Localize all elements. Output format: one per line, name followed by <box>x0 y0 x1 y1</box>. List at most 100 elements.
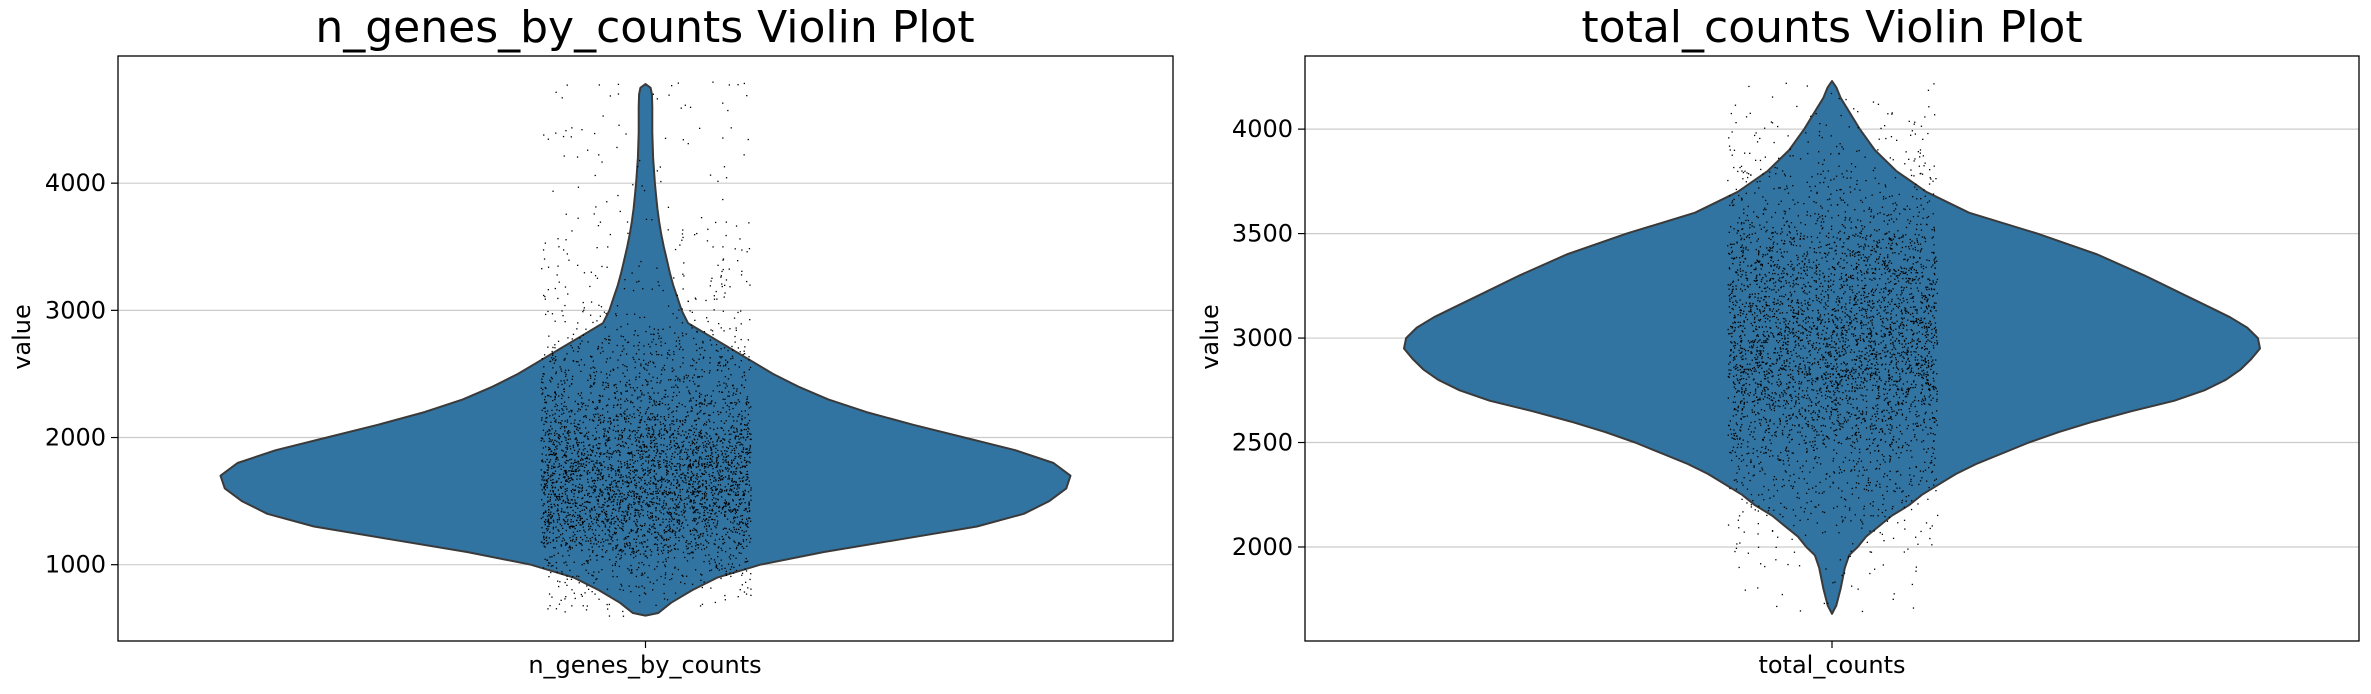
strip-point <box>601 347 602 348</box>
strip-point <box>704 494 705 495</box>
strip-point <box>667 354 668 355</box>
strip-point <box>633 493 634 494</box>
strip-point <box>657 170 658 171</box>
strip-point <box>596 452 597 453</box>
strip-point <box>1862 419 1863 420</box>
strip-point <box>659 453 660 454</box>
strip-point <box>567 481 568 482</box>
strip-point <box>710 329 711 330</box>
strip-point <box>602 504 603 505</box>
strip-point <box>549 441 550 442</box>
strip-point <box>651 354 652 355</box>
strip-point <box>680 346 681 347</box>
strip-point <box>550 497 551 498</box>
strip-point <box>688 498 689 499</box>
strip-point <box>619 521 620 522</box>
strip-point <box>1761 394 1762 395</box>
strip-point <box>573 514 574 515</box>
strip-point <box>625 339 626 340</box>
strip-point <box>566 474 567 475</box>
strip-point <box>552 454 553 455</box>
strip-point <box>615 438 616 439</box>
strip-point <box>726 451 727 452</box>
strip-point <box>570 507 571 508</box>
strip-point <box>548 500 549 501</box>
strip-point <box>567 579 568 580</box>
strip-point <box>601 469 602 470</box>
strip-point <box>708 444 709 445</box>
strip-point <box>658 434 659 435</box>
strip-point <box>633 462 634 463</box>
strip-point <box>553 540 554 541</box>
strip-point <box>636 493 637 494</box>
strip-point <box>739 401 740 402</box>
strip-point <box>712 246 713 247</box>
strip-point <box>596 578 597 579</box>
strip-point <box>744 531 745 532</box>
strip-point <box>1844 202 1845 203</box>
strip-point <box>1826 236 1827 237</box>
strip-point <box>714 513 715 514</box>
strip-point <box>581 452 582 453</box>
strip-point <box>729 328 730 329</box>
strip-point <box>746 570 747 571</box>
strip-point <box>677 378 678 379</box>
strip-point <box>572 379 573 380</box>
strip-point <box>665 397 666 398</box>
strip-point <box>567 521 568 522</box>
strip-point <box>612 534 613 535</box>
strip-point <box>616 545 617 546</box>
strip-point <box>608 453 609 454</box>
strip-point <box>1868 490 1869 491</box>
strip-point <box>560 380 561 381</box>
strip-point <box>656 473 657 474</box>
strip-point <box>706 525 707 526</box>
strip-point <box>576 442 577 443</box>
strip-point <box>688 548 689 549</box>
strip-point <box>558 586 559 587</box>
strip-point <box>543 488 544 489</box>
strip-point <box>704 470 705 471</box>
strip-point <box>728 494 729 495</box>
strip-point <box>1902 278 1903 279</box>
strip-point <box>576 539 577 540</box>
strip-point <box>563 467 564 468</box>
strip-point <box>559 444 560 445</box>
strip-point <box>650 436 651 437</box>
strip-point <box>673 313 674 314</box>
strip-point <box>579 420 580 421</box>
strip-point <box>575 465 576 466</box>
strip-point <box>600 465 601 466</box>
strip-point <box>708 440 709 441</box>
strip-point <box>1907 302 1908 303</box>
strip-point <box>546 480 547 481</box>
strip-point <box>1741 461 1742 462</box>
strip-point <box>1919 212 1920 213</box>
strip-point <box>723 382 724 383</box>
strip-point <box>612 547 613 548</box>
strip-point <box>547 469 548 470</box>
strip-point <box>612 490 613 491</box>
strip-point <box>1931 456 1932 457</box>
strip-point <box>627 438 628 439</box>
strip-point <box>548 576 549 577</box>
strip-point <box>693 494 694 495</box>
strip-point <box>553 547 554 548</box>
strip-point <box>730 509 731 510</box>
strip-point <box>676 395 677 396</box>
strip-point <box>635 434 636 435</box>
strip-point <box>1866 315 1867 316</box>
strip-point <box>1854 329 1855 330</box>
strip-point <box>640 488 641 489</box>
strip-point <box>608 467 609 468</box>
strip-point <box>563 249 564 250</box>
strip-point <box>605 442 606 443</box>
strip-point <box>561 403 562 404</box>
strip-point <box>636 485 637 486</box>
strip-point <box>661 369 662 370</box>
strip-point <box>612 468 613 469</box>
strip-point <box>592 523 593 524</box>
strip-point <box>558 341 559 342</box>
strip-point <box>692 365 693 366</box>
strip-point <box>718 362 719 363</box>
